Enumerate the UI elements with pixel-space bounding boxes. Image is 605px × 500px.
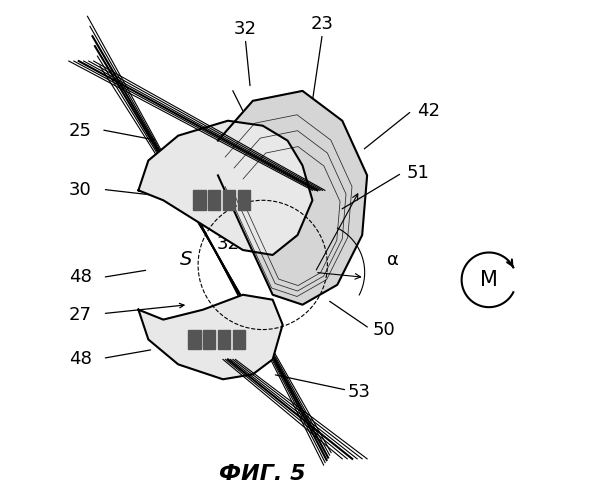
Text: α: α <box>387 251 399 269</box>
Polygon shape <box>218 330 231 349</box>
Text: 30: 30 <box>69 182 91 200</box>
Polygon shape <box>139 294 283 380</box>
Text: 48: 48 <box>69 350 92 368</box>
Polygon shape <box>238 190 250 210</box>
Text: 32: 32 <box>234 20 257 38</box>
Polygon shape <box>193 190 206 210</box>
Text: 50: 50 <box>372 320 395 338</box>
Text: 23: 23 <box>311 15 334 33</box>
Polygon shape <box>208 190 220 210</box>
Text: 27: 27 <box>69 306 92 324</box>
Text: S: S <box>180 250 192 270</box>
Text: M: M <box>480 270 498 290</box>
Polygon shape <box>139 120 312 255</box>
Text: 42: 42 <box>417 102 440 120</box>
Polygon shape <box>233 330 245 349</box>
Polygon shape <box>218 91 367 304</box>
Polygon shape <box>223 190 235 210</box>
Text: 32: 32 <box>217 236 240 254</box>
Text: ФИГ. 5: ФИГ. 5 <box>220 464 306 483</box>
Text: 25: 25 <box>69 122 92 140</box>
Text: 53: 53 <box>347 382 370 400</box>
Polygon shape <box>188 330 201 349</box>
Text: 48: 48 <box>69 268 92 286</box>
Polygon shape <box>203 330 215 349</box>
Text: 51: 51 <box>407 164 430 182</box>
